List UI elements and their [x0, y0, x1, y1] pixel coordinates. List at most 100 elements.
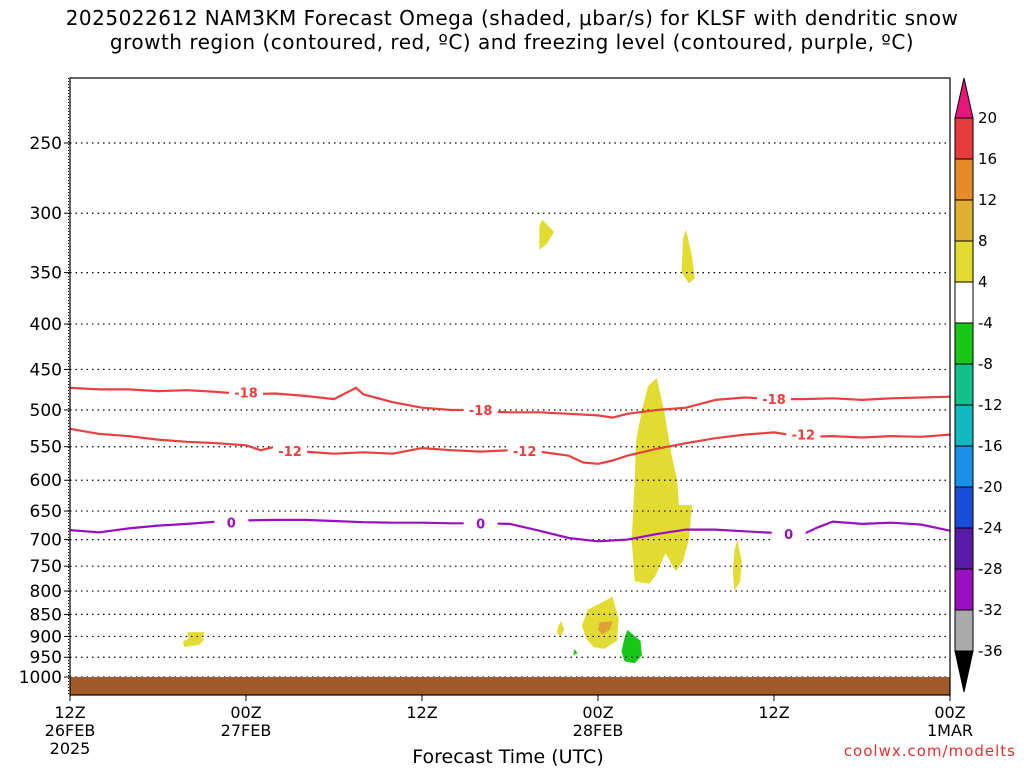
- x-tick-label-2-0: 12Z: [406, 703, 437, 722]
- colorbar-box-8: [954, 404, 974, 447]
- x-tick-label-0-0: 12Z: [54, 703, 85, 722]
- omega-region-1: [681, 229, 695, 284]
- colorbar-box-5: [954, 281, 974, 324]
- plot-border: [69, 77, 951, 696]
- colorbar: 20 16 12 8 4 -4 -8 -12 -16 -20 -24 -28 -32 -36: [954, 77, 1003, 693]
- y-tick-label-950: 950: [30, 648, 62, 668]
- pressure-gridlines: [70, 142, 950, 678]
- omega-region-5: [556, 621, 565, 637]
- colorbar-box-9: [954, 445, 974, 488]
- contour-label-bg-0: [229, 384, 263, 401]
- omega-region-8: [621, 629, 642, 664]
- omega-region-2: [631, 377, 692, 584]
- colorbar-box-3: [954, 199, 974, 242]
- colorbar-box-10: [954, 486, 974, 529]
- x-tick-label-0-2: 2025: [50, 739, 91, 758]
- contour-label-6: 0: [227, 517, 236, 532]
- contour-2: [69, 518, 951, 543]
- x-tick-label-4-0: 12Z: [758, 703, 789, 722]
- colorbar-box-6: [954, 322, 974, 365]
- contour-label-bg-4: [507, 442, 542, 459]
- contour-label-1: -18: [469, 404, 493, 419]
- colorbar-label-0: 20: [978, 109, 997, 127]
- x-tick-label-1-1: 27FEB: [221, 721, 272, 740]
- omega-region-7: [598, 621, 613, 635]
- omega-region-0: [539, 219, 554, 250]
- colorbar-arrow-top: [954, 77, 974, 119]
- colorbar-label-2: 12: [978, 191, 997, 209]
- y-tick-label-1000: 1000: [19, 668, 62, 688]
- y-tick-label-500: 500: [30, 401, 62, 421]
- y-tick-label-650: 650: [30, 502, 62, 522]
- contour-label-bg-3: [273, 442, 307, 459]
- contour-label-bg-8: [771, 526, 806, 543]
- y-tick-label-300: 300: [30, 204, 62, 224]
- x-tick-label-1-0: 00Z: [230, 703, 261, 722]
- contour-0: [69, 386, 951, 419]
- ground-band: [70, 677, 950, 695]
- colorbar-box-12: [954, 568, 974, 611]
- colorbar-box-13: [954, 609, 974, 652]
- y-tick-label-700: 700: [30, 531, 62, 551]
- omega-region-3: [732, 539, 742, 591]
- contour-label-0: -18: [234, 387, 258, 402]
- x-tick-label-5-0: 00Z: [934, 703, 965, 722]
- y-tick-label-550: 550: [30, 438, 62, 458]
- title-line-2: growth region (contoured, red, ºC) and f…: [109, 30, 915, 54]
- omega-region-6: [182, 632, 205, 647]
- contour-label-bg-5: [786, 426, 821, 443]
- colorbar-box-11: [954, 527, 974, 570]
- contour-label-bg-7: [463, 515, 498, 532]
- contour-label-3: -12: [278, 445, 302, 460]
- contour-label-bg-1: [463, 402, 498, 418]
- chart-title: 2025022612 NAM3KM Forecast Omega (shaded…: [0, 6, 1024, 54]
- colorbar-label-6: -8: [978, 355, 993, 373]
- colorbar-label-12: -32: [978, 601, 1003, 619]
- contour-labels: -18 -18 -18 -12 -12 -12 0 0 0: [214, 384, 821, 543]
- x-tick-label-3-0: 00Z: [582, 703, 613, 722]
- x-tick-label-3-1: 28FEB: [573, 721, 624, 740]
- contour-label-8: 0: [784, 528, 793, 543]
- contour-label-4: -12: [513, 445, 537, 460]
- contour-label-bg-6: [214, 514, 249, 531]
- colorbar-box-7: [954, 363, 974, 406]
- colorbar-box-4: [954, 240, 974, 283]
- colorbar-label-13: -36: [978, 642, 1003, 660]
- colorbar-label-9: -20: [978, 478, 1003, 496]
- contour-label-7: 0: [476, 517, 485, 532]
- colorbar-box-2: [954, 158, 974, 201]
- colorbar-arrow-bottom: [954, 650, 974, 693]
- y-tick-label-450: 450: [30, 360, 62, 380]
- colorbar-label-10: -24: [978, 519, 1003, 537]
- temperature-contours: [69, 386, 951, 543]
- contour-label-5: -12: [792, 429, 816, 444]
- colorbar-label-1: 16: [978, 150, 997, 168]
- y-tick-label-850: 850: [30, 605, 62, 625]
- colorbar-label-3: 8: [978, 232, 988, 250]
- colorbar-label-8: -16: [978, 437, 1003, 455]
- y-tick-label-900: 900: [30, 627, 62, 647]
- plot-frame: [68, 77, 951, 696]
- x-tick-label-5-1: 1MAR: [927, 721, 973, 740]
- y-tick-label-250: 250: [30, 134, 62, 154]
- colorbar-box-1: [954, 117, 974, 160]
- y-tick-label-800: 800: [30, 582, 62, 602]
- colorbar-label-5: -4: [978, 314, 993, 332]
- contour-label-bg-2: [757, 391, 791, 408]
- omega-region-9: [573, 649, 578, 656]
- omega-shading: [182, 219, 742, 664]
- colorbar-label-11: -28: [978, 560, 1003, 578]
- y-tick-label-600: 600: [30, 471, 62, 491]
- colorbar-label-4: 4: [978, 273, 988, 291]
- x-tick-label-0-1: 26FEB: [45, 721, 96, 740]
- contour-label-2: -18: [762, 393, 786, 408]
- y-tick-label-350: 350: [30, 264, 62, 284]
- colorbar-label-7: -12: [978, 396, 1003, 414]
- y-tick-label-400: 400: [30, 315, 62, 335]
- credit-text: coolwx.com/modelts: [843, 742, 1016, 760]
- title-line-1: 2025022612 NAM3KM Forecast Omega (shaded…: [65, 6, 959, 30]
- y-tick-label-750: 750: [30, 557, 62, 577]
- y-axis: 2503003504004505005506006507007508008509…: [19, 134, 70, 688]
